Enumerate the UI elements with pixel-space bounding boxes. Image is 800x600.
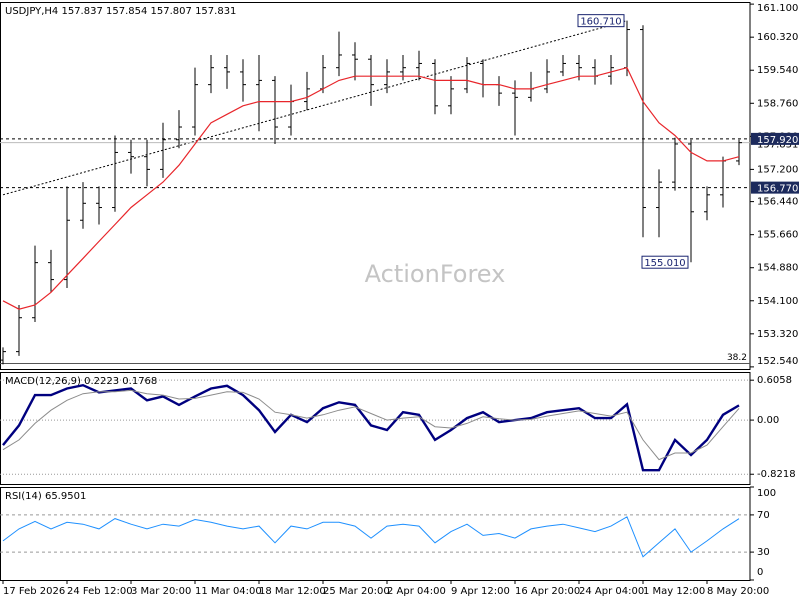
panel-frame [0, 372, 751, 485]
panel-title: MACD(12,26,9) 0.2223 0.1768 [5, 376, 157, 387]
y-tick-label: 70 [757, 510, 770, 521]
price-tag [751, 132, 799, 145]
x-tick-label: 2 Apr 04:00 [387, 586, 446, 597]
indicator-line [2, 383, 740, 472]
x-tick-label: 3 Mar 20:00 [131, 586, 191, 597]
x-tick-label: 1 May 12:00 [643, 586, 705, 597]
y-tick-label: 156.440 [757, 197, 798, 208]
y-tick-label: 161.100 [757, 3, 798, 14]
price-callout [577, 14, 625, 28]
y-tick-label: 160.320 [757, 32, 798, 43]
y-tick-label: 100 [757, 488, 776, 499]
moving-average [2, 66, 740, 310]
y-tick-label: 153.320 [757, 329, 798, 340]
x-tick-label: 24 Feb 12:00 [67, 586, 133, 597]
x-tick-label: 16 Apr 20:00 [515, 586, 580, 597]
price-callout-label: 160.710 [580, 17, 621, 28]
y-tick-label: 30 [757, 547, 770, 558]
price-tag-label: 157.831 [757, 140, 798, 151]
indicator-line [2, 389, 740, 461]
panel-frame [0, 2, 751, 370]
y-tick-label: 0.6058 [757, 375, 792, 386]
y-tick-label: 159.540 [757, 65, 798, 76]
x-tick-label: 17 Feb 2026 [3, 586, 65, 597]
y-tick-label: 152.540 [757, 356, 798, 367]
price-callout [641, 255, 689, 269]
price-tag [751, 181, 799, 194]
y-tick-label: 154.880 [757, 263, 798, 274]
y-tick-label: -0.8218 [757, 469, 796, 480]
y-tick-label: 157.200 [757, 164, 798, 175]
price-tag-label: 156.770 [757, 184, 798, 195]
y-tick-label: 0.00 [757, 415, 779, 426]
watermark: ActionForex [365, 260, 506, 288]
panel-title: RSI(14) 65.9501 [5, 491, 86, 502]
x-tick-label: 18 Mar 12:00 [259, 586, 326, 597]
y-tick-label: 154.100 [757, 296, 798, 307]
x-tick-label: 24 Apr 04:00 [579, 586, 644, 597]
y-tick-label: 158.760 [757, 98, 798, 109]
price-callout-label: 155.010 [644, 258, 685, 269]
x-tick-label: 9 Apr 12:00 [451, 586, 510, 597]
panel-frame [0, 487, 751, 581]
trend-line [2, 20, 628, 196]
x-tick-label: 11 Mar 04:00 [195, 586, 262, 597]
panel-title: USDJPY,H4 157.837 157.854 157.807 157.83… [5, 6, 236, 17]
price-tag-label: 157.920 [757, 135, 798, 146]
fib-label: 38.2 [727, 353, 747, 363]
price-tag [751, 139, 799, 151]
indicator-line [2, 516, 740, 558]
x-tick-label: 25 Mar 20:00 [323, 586, 390, 597]
y-tick-label: 0 [757, 567, 763, 578]
x-tick-label: 8 May 20:00 [707, 586, 769, 597]
y-tick-label: 155.660 [757, 230, 798, 241]
